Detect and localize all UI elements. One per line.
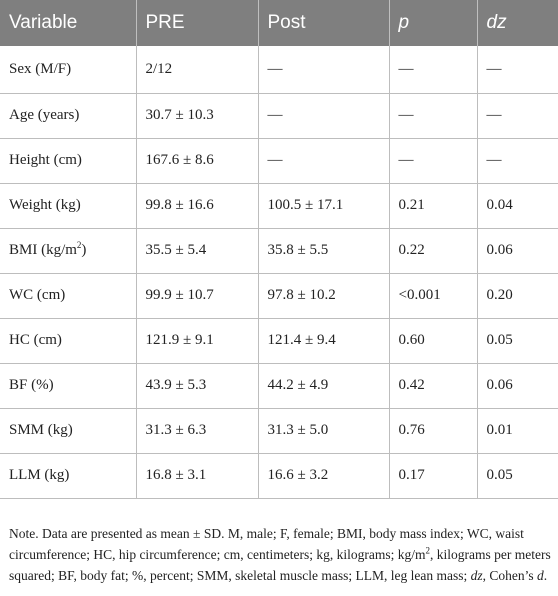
- cell-post: —: [258, 93, 390, 139]
- table-row: BMI (kg/m2) 35.5 ± 5.4 35.8 ± 5.5 0.22 0…: [0, 228, 558, 274]
- cell-p: —: [389, 93, 478, 139]
- cell-dz: 0.06: [477, 228, 558, 274]
- cell-pre: 2/12: [136, 46, 259, 94]
- note-text: , kilograms per meters squared; BF, body…: [9, 547, 551, 583]
- note-text: .: [543, 568, 548, 583]
- cell-p: 0.76: [389, 408, 478, 454]
- cell-pre: 35.5 ± 5.4: [136, 228, 259, 274]
- cell-post: 100.5 ± 17.1: [258, 183, 390, 229]
- header-row: Variable PRE Post p dz: [0, 0, 558, 46]
- note-superscript: 2: [425, 545, 430, 556]
- table-note: Note. Data are presented as mean ± SD. M…: [9, 523, 554, 586]
- note-dz: dz: [470, 568, 483, 583]
- cell-pre: 121.9 ± 9.1: [136, 318, 259, 364]
- note-text: Note. Data are presented as mean ± SD. M…: [9, 526, 524, 562]
- cell-variable: WC (cm): [0, 273, 137, 319]
- cell-p: 0.21: [389, 183, 478, 229]
- header-dz: dz: [477, 0, 558, 46]
- cell-post: 16.6 ± 3.2: [258, 453, 390, 499]
- cell-dz: —: [477, 93, 558, 139]
- superscript: 2: [76, 240, 82, 250]
- cell-p: 0.60: [389, 318, 478, 364]
- cell-dz: 0.05: [477, 318, 558, 364]
- cell-p: —: [389, 138, 478, 184]
- cell-post: 97.8 ± 10.2: [258, 273, 390, 319]
- cell-variable: BF (%): [0, 363, 137, 409]
- cell-pre: 43.9 ± 5.3: [136, 363, 259, 409]
- cell-dz: 0.05: [477, 453, 558, 499]
- table-row: WC (cm) 99.9 ± 10.7 97.8 ± 10.2 <0.001 0…: [0, 273, 558, 319]
- cell-pre: 167.6 ± 8.6: [136, 138, 259, 184]
- cell-p: 0.42: [389, 363, 478, 409]
- note-d: d: [537, 568, 544, 583]
- cell-pre: 31.3 ± 6.3: [136, 408, 259, 454]
- cell-variable: Weight (kg): [0, 183, 137, 229]
- cell-dz: 0.20: [477, 273, 558, 319]
- cell-post: —: [258, 46, 390, 94]
- data-table: Variable PRE Post p dz Sex (M/F) 2/12 — …: [0, 0, 558, 499]
- cell-p: 0.22: [389, 228, 478, 274]
- cell-post: 121.4 ± 9.4: [258, 318, 390, 364]
- table-row: SMM (kg) 31.3 ± 6.3 31.3 ± 5.0 0.76 0.01: [0, 408, 558, 454]
- cell-post: —: [258, 138, 390, 184]
- cell-variable: Sex (M/F): [0, 46, 137, 94]
- cell-p: <0.001: [389, 273, 478, 319]
- cell-pre: 16.8 ± 3.1: [136, 453, 259, 499]
- cell-variable: Age (years): [0, 93, 137, 139]
- cell-dz: —: [477, 46, 558, 94]
- cell-variable: LLM (kg): [0, 453, 137, 499]
- cell-variable: SMM (kg): [0, 408, 137, 454]
- header-pre: PRE: [136, 0, 259, 46]
- cell-p: —: [389, 46, 478, 94]
- cell-variable: HC (cm): [0, 318, 137, 364]
- table-row: HC (cm) 121.9 ± 9.1 121.4 ± 9.4 0.60 0.0…: [0, 318, 558, 364]
- table-row: Age (years) 30.7 ± 10.3 — — —: [0, 93, 558, 139]
- table-row: BF (%) 43.9 ± 5.3 44.2 ± 4.9 0.42 0.06: [0, 363, 558, 409]
- cell-variable: Height (cm): [0, 138, 137, 184]
- cell-dz: 0.04: [477, 183, 558, 229]
- cell-pre: 30.7 ± 10.3: [136, 93, 259, 139]
- cell-post: 35.8 ± 5.5: [258, 228, 390, 274]
- cell-post: 31.3 ± 5.0: [258, 408, 390, 454]
- bmi-label-end: ): [81, 242, 87, 258]
- cell-dz: 0.01: [477, 408, 558, 454]
- header-p: p: [389, 0, 478, 46]
- cell-p: 0.17: [389, 453, 478, 499]
- table-row: Sex (M/F) 2/12 — — —: [0, 46, 558, 94]
- note-text: , Cohen’s: [482, 568, 537, 583]
- table-row: LLM (kg) 16.8 ± 3.1 16.6 ± 3.2 0.17 0.05: [0, 453, 558, 499]
- cell-dz: 0.06: [477, 363, 558, 409]
- table-row: Weight (kg) 99.8 ± 16.6 100.5 ± 17.1 0.2…: [0, 183, 558, 229]
- header-variable: Variable: [0, 0, 137, 46]
- cell-post: 44.2 ± 4.9: [258, 363, 390, 409]
- cell-dz: —: [477, 138, 558, 184]
- bmi-label: BMI (kg/m: [9, 242, 77, 258]
- header-post: Post: [258, 0, 390, 46]
- cell-pre: 99.9 ± 10.7: [136, 273, 259, 319]
- cell-pre: 99.8 ± 16.6: [136, 183, 259, 229]
- cell-variable: BMI (kg/m2): [0, 228, 137, 274]
- table-row: Height (cm) 167.6 ± 8.6 — — —: [0, 138, 558, 184]
